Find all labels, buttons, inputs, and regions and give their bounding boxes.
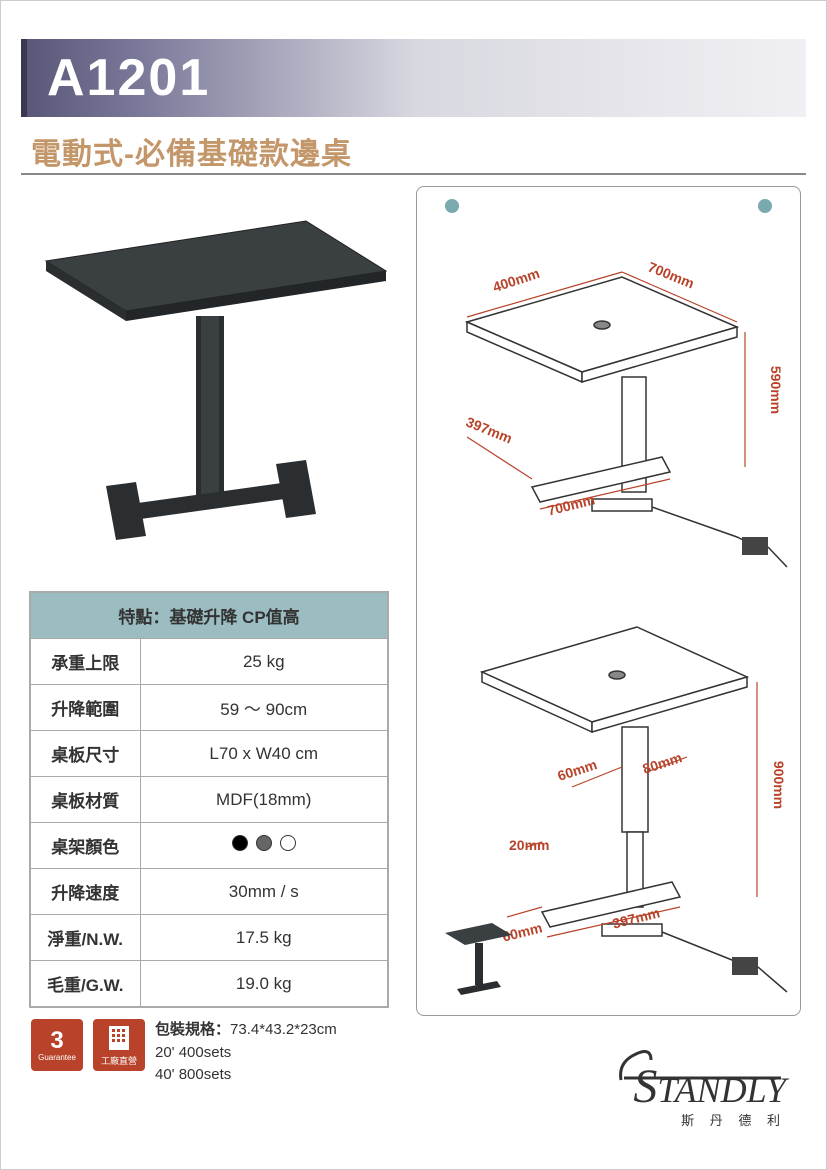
guarantee-years: 3 [50,1029,63,1053]
spec-header: 特點：基礎升降 CP值高 [30,592,388,639]
product-photo [31,196,391,576]
packaging-info: 包裝規格：73.4*43.2*23cm 20' 400sets 40' 800s… [155,1019,337,1087]
header-bar: A1201 [21,39,806,117]
color-swatch [280,835,296,851]
factory-label: 工廠直營 [101,1054,137,1067]
diagram-thumbnail [437,915,517,1005]
diagram-hole-icon [758,199,772,213]
spec-row: 桌架顏色 [30,823,388,869]
factory-badge: 工廠直營 [93,1019,145,1071]
spec-value: 19.0 kg [140,961,388,1008]
footer-section: 3 Guarantee 工廠直營 包裝規格：73.4*43.2*23cm 20'… [31,1019,337,1087]
guarantee-badge: 3 Guarantee [31,1019,83,1071]
spec-row: 淨重/N.W.17.5 kg [30,915,388,961]
spec-label: 承重上限 [30,639,140,685]
spec-value: MDF(18mm) [140,777,388,823]
spec-value: L70 x W40 cm [140,731,388,777]
divider [21,173,806,175]
dim-label: 20mm [509,837,549,853]
diagram-top [427,227,792,587]
dim-label: 900mm [771,761,787,809]
spec-value: 30mm / s [140,869,388,915]
spec-label: 桌板材質 [30,777,140,823]
dim-label: 590mm [768,366,784,414]
spec-table: 特點：基礎升降 CP值高 承重上限25 kg升降範圍59 ～ 90cm桌板尺寸L… [29,591,389,1008]
spec-row: 毛重/G.W.19.0 kg [30,961,388,1008]
brand-rest: TANDLY [657,1070,786,1110]
model-number: A1201 [47,48,210,108]
brand-logo: STANDLY 斯 丹 德 利 [616,1042,786,1129]
spec-row: 升降速度30mm / s [30,869,388,915]
color-swatch [232,835,248,851]
brand-first-letter: S [633,1060,657,1113]
guarantee-label: Guarantee [38,1053,76,1062]
spec-label: 桌架顏色 [30,823,140,869]
spec-label: 淨重/N.W. [30,915,140,961]
spec-value: 17.5 kg [140,915,388,961]
dimension-diagram: 400mm 700mm 590mm 397mm 700mm 60mm 80mm … [416,186,801,1016]
spec-label: 升降速度 [30,869,140,915]
diagram-hole-icon [445,199,459,213]
spec-value: 59 ～ 90cm [140,685,388,731]
spec-row: 桌板材質MDF(18mm) [30,777,388,823]
spec-row: 承重上限25 kg [30,639,388,685]
spec-row: 桌板尺寸L70 x W40 cm [30,731,388,777]
spec-row: 升降範圍59 ～ 90cm [30,685,388,731]
spec-label: 桌板尺寸 [30,731,140,777]
spec-label: 毛重/G.W. [30,961,140,1008]
product-subtitle: 電動式-必備基礎款邊桌 [31,129,352,173]
spec-label: 升降範圍 [30,685,140,731]
building-icon [107,1024,131,1052]
spec-value: 25 kg [140,639,388,685]
spec-value [140,823,388,869]
color-swatch [256,835,272,851]
